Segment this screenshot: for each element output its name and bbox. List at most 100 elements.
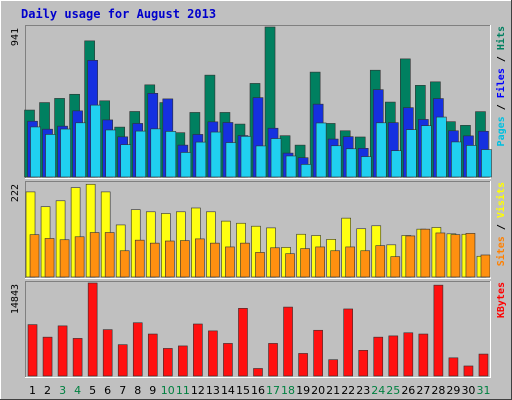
x-tick-label-day-2: 2 xyxy=(44,384,51,397)
x-tick-label-day-8: 8 xyxy=(134,384,141,397)
x-tick-label-day-24: 24 xyxy=(371,384,385,397)
bar-sites-day-4 xyxy=(74,236,85,278)
bar-pages-day-15 xyxy=(240,136,252,178)
legend-entry: Files xyxy=(495,68,507,98)
bar-pages-day-3 xyxy=(60,128,71,178)
bar-pages-day-20 xyxy=(315,122,327,178)
bar-kbytes-day-25 xyxy=(388,335,399,377)
legend-entry: Hits xyxy=(495,26,507,50)
bar-sites-day-19 xyxy=(300,248,310,278)
bar-kbytes-day-19 xyxy=(298,353,308,377)
chart-title: Daily usage for August 2013 xyxy=(21,7,216,21)
bar-pages-day-23 xyxy=(360,156,372,178)
bar-pages-day-18 xyxy=(285,155,297,178)
bar-kbytes-day-23 xyxy=(358,350,369,377)
bar-kbytes-day-26 xyxy=(403,332,414,377)
bar-kbytes-day-12 xyxy=(193,323,203,377)
max-value-label: 14843 xyxy=(10,284,21,314)
x-tick-label-day-21: 21 xyxy=(326,384,340,397)
bar-sites-day-27 xyxy=(420,228,431,278)
bar-pages-day-9 xyxy=(150,128,162,178)
bar-kbytes-day-11 xyxy=(178,345,188,377)
panel-requests: 941 Pages / Files / Hits xyxy=(10,25,507,179)
x-tick-label-day-9: 9 xyxy=(149,384,156,397)
bar-kbytes-day-8 xyxy=(132,322,143,377)
bar-pages-day-12 xyxy=(195,141,207,178)
panel-visits: 222 Sites / Visits xyxy=(10,181,507,279)
x-axis-labels: 1 2 3 4 5 6 7 8 9 10 11 12 13 14 15 16 17 18 19 20 21 22 23 24 2… xyxy=(29,384,490,397)
legend-entry: / xyxy=(496,50,507,68)
bar-sites-day-20 xyxy=(315,246,325,278)
bar-pages-day-17 xyxy=(270,138,282,178)
bar-kbytes-day-4 xyxy=(72,338,83,377)
bar-kbytes-day-20 xyxy=(313,329,323,377)
bar-sites-day-10 xyxy=(165,240,175,278)
bar-kbytes-day-30 xyxy=(463,365,474,377)
bar-pages-day-14 xyxy=(225,142,237,178)
bar-pages-day-2 xyxy=(45,134,56,178)
bar-pages-day-26 xyxy=(406,129,417,178)
bar-sites-day-28 xyxy=(435,232,446,278)
x-tick-label-day-11: 11 xyxy=(176,384,190,397)
bar-pages-day-22 xyxy=(345,148,357,178)
x-tick-label-day-4: 4 xyxy=(74,384,81,397)
x-tick-label-day-20: 20 xyxy=(311,384,325,397)
panel-background xyxy=(25,281,491,378)
bar-kbytes-day-3 xyxy=(57,325,68,377)
bar-sites-day-6 xyxy=(104,232,115,278)
bar-kbytes-day-10 xyxy=(163,348,173,377)
bar-pages-day-30 xyxy=(466,145,477,178)
bar-kbytes-day-16 xyxy=(253,368,263,377)
bar-kbytes-day-15 xyxy=(238,308,248,377)
panel-kbytes: 14843 KBytes xyxy=(10,281,507,378)
bar-pages-day-19 xyxy=(300,164,312,178)
x-tick-label-day-7: 7 xyxy=(119,384,126,397)
x-tick-label-day-18: 18 xyxy=(281,384,295,397)
bar-pages-day-1 xyxy=(30,126,41,178)
bar-pages-day-27 xyxy=(421,125,432,178)
legend-entry: KBytes xyxy=(496,282,507,318)
bar-kbytes-day-2 xyxy=(42,336,53,377)
bar-pages-day-10 xyxy=(165,131,177,178)
x-tick-label-day-13: 13 xyxy=(206,384,220,397)
x-tick-label-day-17: 17 xyxy=(266,384,280,397)
bar-pages-day-11 xyxy=(180,152,192,178)
bar-sites-day-12 xyxy=(195,238,205,278)
bar-sites-day-18 xyxy=(285,253,295,278)
bar-sites-day-5 xyxy=(89,232,100,278)
x-tick-label-day-15: 15 xyxy=(236,384,250,397)
bar-pages-day-28 xyxy=(436,116,447,178)
bar-sites-day-26 xyxy=(405,235,416,278)
bar-sites-day-22 xyxy=(345,246,355,278)
x-tick-label-day-28: 28 xyxy=(431,384,445,397)
bar-kbytes-day-13 xyxy=(208,330,218,377)
x-tick-label-day-22: 22 xyxy=(341,384,355,397)
bar-sites-day-21 xyxy=(330,250,340,278)
bar-pages-day-29 xyxy=(451,141,462,178)
bar-kbytes-day-6 xyxy=(102,329,113,377)
x-tick-label-day-26: 26 xyxy=(401,384,415,397)
bar-kbytes-day-31 xyxy=(478,353,489,377)
bar-kbytes-day-18 xyxy=(283,306,293,377)
legend-entry: Pages xyxy=(496,116,507,146)
legend-entry: Visits xyxy=(495,182,507,218)
bar-kbytes-day-7 xyxy=(117,344,128,377)
bar-sites-day-3 xyxy=(59,239,70,278)
bar-pages-day-21 xyxy=(330,145,342,178)
x-tick-label-day-16: 16 xyxy=(251,384,265,397)
bar-pages-day-25 xyxy=(390,150,402,178)
bar-sites-day-2 xyxy=(44,238,55,278)
x-tick-label-day-14: 14 xyxy=(221,384,235,397)
x-tick-label-day-25: 25 xyxy=(386,384,400,397)
bar-sites-day-24 xyxy=(375,245,386,278)
bar-sites-day-14 xyxy=(225,246,235,278)
bar-pages-day-6 xyxy=(105,129,116,178)
bar-sites-day-13 xyxy=(210,242,220,278)
bar-pages-day-5 xyxy=(90,104,101,178)
bar-kbytes-day-17 xyxy=(268,343,278,377)
max-value-label: 222 xyxy=(10,184,21,202)
bar-sites-day-9 xyxy=(149,242,160,278)
x-tick-label-day-6: 6 xyxy=(104,384,111,397)
bar-sites-day-31 xyxy=(480,254,491,278)
